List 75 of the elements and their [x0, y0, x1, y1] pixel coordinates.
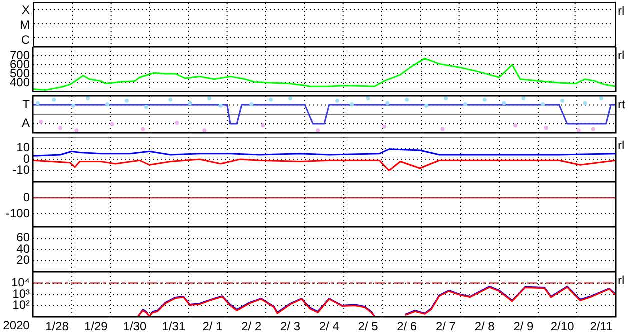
x-tick-label: 2/ 7 — [436, 320, 456, 334]
x-tick-label: 2/10 — [550, 320, 575, 334]
point — [405, 98, 410, 102]
point — [86, 96, 90, 100]
x-tick-label: 2/ 4 — [319, 320, 340, 334]
point — [58, 126, 63, 130]
point — [560, 98, 565, 103]
x-tick-label: 2/ 8 — [474, 320, 496, 334]
x-tick-label: 2/ 5 — [358, 320, 379, 334]
point — [576, 128, 581, 133]
point — [124, 98, 129, 103]
y-tick-label: 10² — [12, 298, 30, 312]
point — [175, 121, 180, 126]
point — [444, 96, 448, 100]
point — [350, 102, 354, 107]
point — [386, 101, 390, 106]
y-tick-label: -100 — [6, 206, 30, 220]
point — [188, 101, 192, 106]
point — [544, 126, 548, 130]
point — [591, 127, 596, 132]
point — [202, 128, 207, 133]
text: A — [22, 116, 30, 130]
text: T — [22, 98, 31, 112]
point — [514, 124, 518, 128]
x-tick-label: 2/ 9 — [514, 320, 534, 334]
point — [541, 102, 546, 107]
point — [74, 128, 79, 133]
point — [208, 96, 212, 100]
point — [288, 96, 292, 100]
x-tick-label: 1/31 — [162, 320, 186, 334]
text: C — [21, 32, 30, 46]
point — [110, 122, 114, 126]
point — [141, 127, 146, 132]
point — [36, 101, 40, 106]
point — [168, 98, 173, 102]
point — [424, 104, 429, 108]
text: rt — [618, 97, 626, 112]
point — [599, 96, 604, 100]
text: rl — [618, 273, 625, 288]
point — [316, 128, 320, 133]
point — [440, 127, 445, 132]
text: rl — [618, 4, 625, 18]
x-tick-label: 2/ 3 — [280, 320, 301, 334]
x-tick-label: 1/30 — [123, 320, 148, 334]
point — [105, 102, 110, 107]
point — [39, 120, 44, 124]
x-axis-title: 2020 — [3, 318, 30, 332]
point — [366, 96, 370, 100]
x-tick-label: 2/ 1 — [202, 320, 224, 334]
point — [260, 124, 265, 128]
point — [502, 101, 506, 106]
text: rl — [618, 48, 625, 62]
text: X — [22, 2, 30, 16]
point — [522, 96, 526, 100]
text: M — [20, 18, 30, 32]
x-tick-label: 1/28 — [46, 320, 70, 334]
x-tick-label: 1/29 — [84, 320, 108, 334]
y-tick-label: 20 — [16, 253, 30, 268]
y-tick-label: 0 — [23, 190, 30, 204]
point — [52, 98, 56, 102]
point — [482, 98, 487, 102]
point — [382, 124, 386, 129]
point — [583, 101, 588, 106]
point — [71, 104, 76, 108]
y-tick-label: -10 — [12, 163, 30, 178]
point — [269, 98, 274, 102]
x-tick-label: 2/ 2 — [242, 320, 262, 334]
x-tick-label: 2/11 — [590, 320, 613, 334]
point — [250, 102, 254, 107]
point — [463, 102, 468, 107]
text: rl — [618, 138, 625, 152]
point — [218, 104, 223, 108]
x-tick-label: 2/ 6 — [397, 320, 418, 334]
point — [144, 105, 148, 110]
point — [335, 98, 340, 103]
